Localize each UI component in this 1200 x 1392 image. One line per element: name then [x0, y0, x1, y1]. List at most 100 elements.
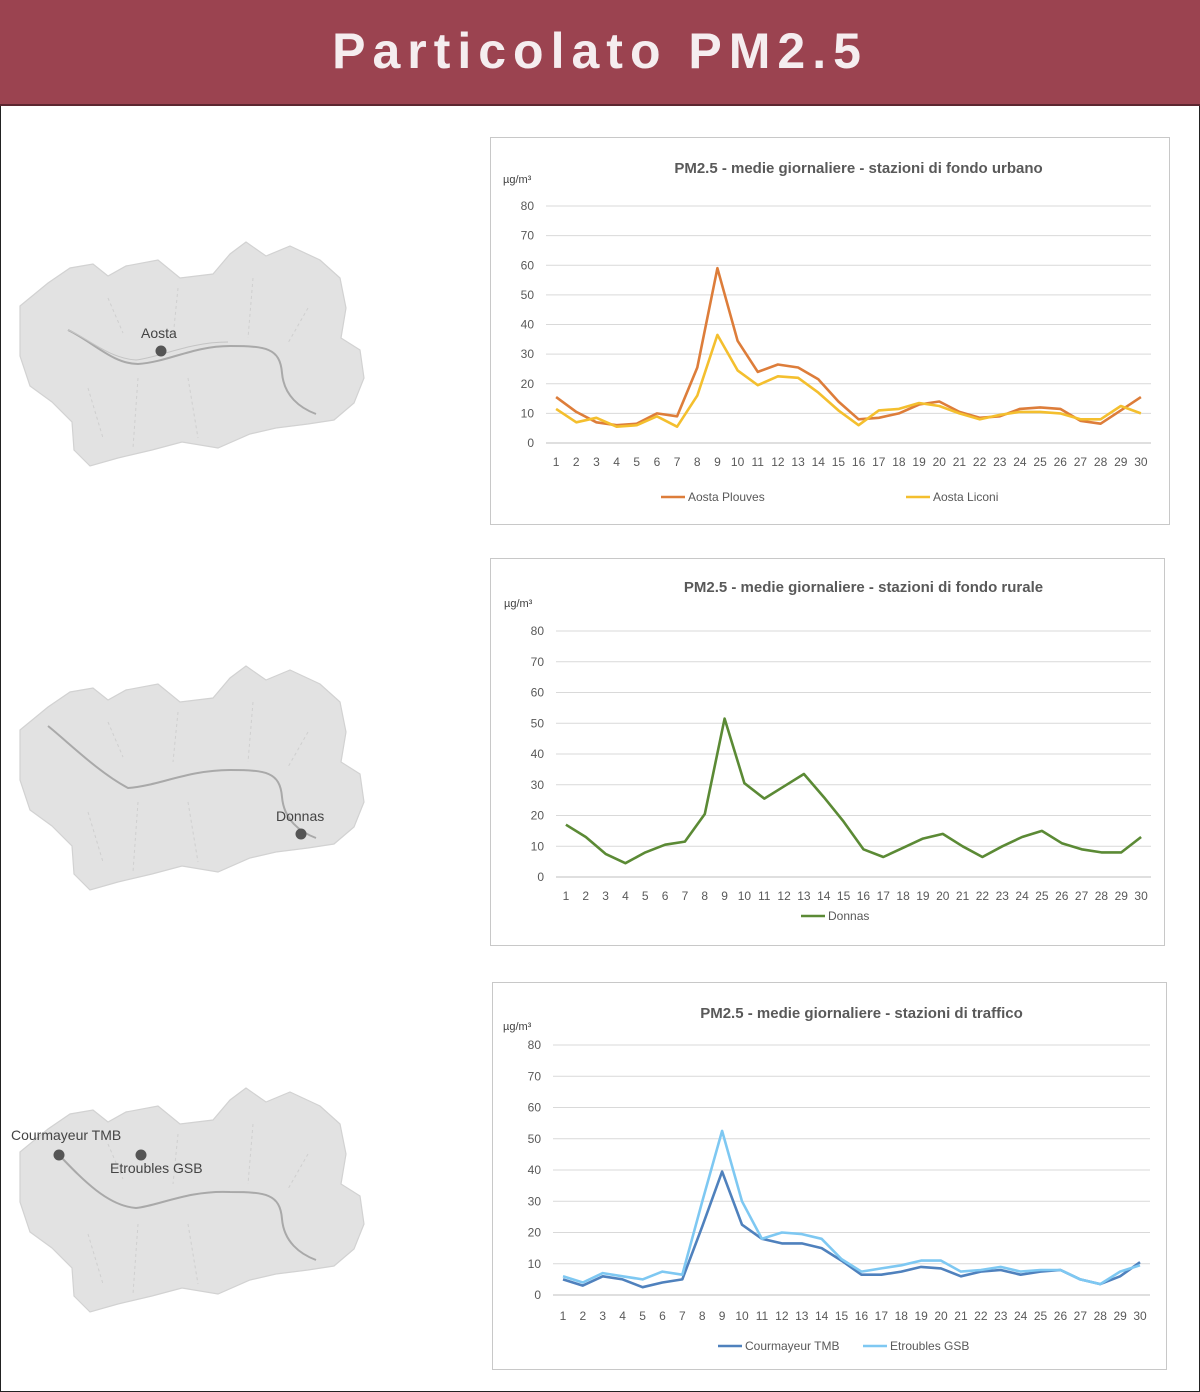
y-tick-label: 30 — [528, 1194, 542, 1208]
x-tick-label: 1 — [560, 1309, 567, 1323]
x-tick-label: 19 — [916, 889, 930, 903]
legend-label: Donnas — [828, 909, 869, 923]
x-tick-label: 10 — [738, 889, 752, 903]
chart-title: PM2.5 - medie giornaliere - stazioni di … — [674, 160, 1042, 177]
x-tick-label: 21 — [953, 455, 967, 469]
x-tick-label: 5 — [642, 889, 649, 903]
y-tick-label: 50 — [531, 716, 545, 730]
x-tick-label: 4 — [619, 1309, 626, 1323]
y-tick-label: 50 — [528, 1132, 542, 1146]
x-tick-label: 14 — [812, 455, 826, 469]
x-tick-label: 10 — [731, 455, 745, 469]
y-axis-unit: µg/m³ — [504, 598, 533, 610]
x-tick-label: 6 — [654, 455, 661, 469]
x-tick-label: 11 — [758, 889, 771, 903]
y-tick-label: 30 — [531, 778, 545, 792]
map-label-etroubles: Etroubles GSB — [110, 1160, 203, 1176]
x-tick-label: 27 — [1074, 1309, 1088, 1323]
x-tick-label: 2 — [573, 455, 580, 469]
y-tick-label: 70 — [528, 1069, 542, 1083]
x-tick-label: 12 — [775, 1309, 789, 1323]
x-tick-label: 19 — [912, 455, 926, 469]
y-tick-label: 60 — [521, 258, 535, 272]
x-tick-label: 15 — [835, 1309, 849, 1323]
x-tick-label: 12 — [771, 455, 785, 469]
x-tick-label: 22 — [973, 455, 987, 469]
x-tick-label: 15 — [832, 455, 846, 469]
x-tick-label: 25 — [1033, 455, 1047, 469]
x-tick-label: 23 — [993, 455, 1007, 469]
x-tick-label: 20 — [934, 1309, 948, 1323]
x-tick-label: 6 — [659, 1309, 666, 1323]
legend-label: Courmayeur TMB — [745, 1339, 839, 1353]
donnas-station-marker — [295, 828, 307, 840]
x-tick-label: 12 — [777, 889, 791, 903]
chart-rural-box: PM2.5 - medie giornaliere - stazioni di … — [490, 558, 1165, 946]
y-tick-label: 60 — [528, 1101, 542, 1115]
y-tick-label: 10 — [531, 839, 545, 853]
y-tick-label: 40 — [528, 1163, 542, 1177]
x-tick-label: 16 — [857, 889, 871, 903]
y-tick-label: 0 — [527, 436, 534, 450]
y-tick-label: 80 — [521, 199, 535, 213]
x-tick-label: 13 — [795, 1309, 809, 1323]
x-tick-label: 29 — [1113, 1309, 1127, 1323]
x-tick-label: 21 — [956, 889, 970, 903]
x-tick-label: 13 — [797, 889, 811, 903]
x-tick-label: 27 — [1075, 889, 1089, 903]
y-tick-label: 60 — [531, 686, 545, 700]
x-tick-label: 6 — [662, 889, 669, 903]
x-tick-label: 28 — [1094, 1309, 1108, 1323]
y-tick-label: 0 — [534, 1288, 541, 1302]
x-tick-label: 14 — [817, 889, 831, 903]
chart-title: PM2.5 - medie giornaliere - stazioni di … — [684, 579, 1043, 596]
chart-urban-box: PM2.5 - medie giornaliere - stazioni di … — [490, 137, 1170, 525]
x-tick-label: 30 — [1133, 1309, 1147, 1323]
x-tick-label: 10 — [735, 1309, 749, 1323]
series-line-2 — [562, 1129, 1141, 1286]
x-tick-label: 26 — [1054, 455, 1068, 469]
x-tick-label: 1 — [553, 455, 560, 469]
x-tick-label: 26 — [1055, 889, 1069, 903]
x-tick-label: 17 — [872, 455, 886, 469]
chart-urban: PM2.5 - medie giornaliere - stazioni di … — [503, 160, 1151, 504]
x-tick-label: 2 — [582, 889, 589, 903]
x-tick-label: 25 — [1034, 1309, 1048, 1323]
x-tick-label: 25 — [1035, 889, 1049, 903]
y-tick-label: 80 — [531, 624, 545, 638]
x-tick-label: 20 — [936, 889, 950, 903]
map-label-courmayeur: Courmayeur TMB — [11, 1127, 121, 1143]
x-tick-label: 8 — [694, 455, 701, 469]
x-tick-label: 2 — [580, 1309, 587, 1323]
x-tick-label: 7 — [682, 889, 689, 903]
chart-traffic: PM2.5 - medie giornaliere - stazioni di … — [503, 1005, 1150, 1353]
x-tick-label: 8 — [699, 1309, 706, 1323]
x-tick-label: 28 — [1095, 889, 1109, 903]
header-banner: Particolato PM2.5 — [0, 0, 1200, 106]
y-tick-label: 20 — [521, 377, 535, 391]
x-tick-label: 3 — [599, 1309, 606, 1323]
x-tick-label: 18 — [896, 889, 910, 903]
series-line-1 — [562, 1170, 1141, 1289]
y-tick-label: 10 — [528, 1257, 542, 1271]
x-tick-label: 17 — [875, 1309, 889, 1323]
aosta-station-marker — [155, 345, 167, 357]
page-title: Particolato PM2.5 — [332, 23, 868, 79]
x-tick-label: 28 — [1094, 455, 1108, 469]
legend-label: Aosta Liconi — [933, 490, 998, 504]
region-map-rural: Donnas — [8, 662, 368, 902]
x-tick-label: 30 — [1134, 889, 1148, 903]
x-tick-label: 11 — [752, 455, 765, 469]
x-tick-label: 4 — [622, 889, 629, 903]
x-tick-label: 29 — [1115, 889, 1129, 903]
x-tick-label: 11 — [756, 1309, 769, 1323]
legend-label: Aosta Plouves — [688, 490, 765, 504]
x-tick-label: 26 — [1054, 1309, 1068, 1323]
y-tick-label: 80 — [528, 1038, 542, 1052]
courmayeur-station-marker — [53, 1149, 65, 1161]
y-tick-label: 20 — [528, 1226, 542, 1240]
x-tick-label: 9 — [719, 1309, 726, 1323]
y-tick-label: 10 — [521, 406, 535, 420]
x-tick-label: 29 — [1114, 455, 1128, 469]
x-tick-label: 15 — [837, 889, 851, 903]
